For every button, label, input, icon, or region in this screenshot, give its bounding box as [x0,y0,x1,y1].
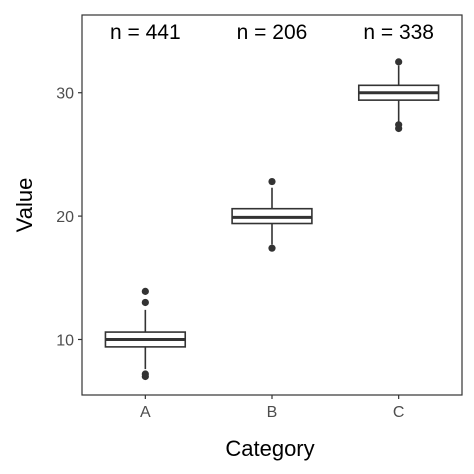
n-label-c: n = 338 [363,21,434,44]
x-axis-title: Category [225,436,314,461]
box-a [104,287,187,381]
outlier-point [395,58,403,66]
x-tick-label: B [267,404,278,421]
n-label-b: n = 206 [237,21,308,44]
x-tick-label: C [393,404,405,421]
outlier-point [395,121,403,129]
box-c [357,58,440,133]
outlier-point [141,370,149,378]
n-label-a: n = 441 [110,21,181,44]
outlier-point [141,298,149,307]
x-tick-label: A [140,404,151,421]
y-tick-label: 30 [56,86,74,103]
y-tick-label: 10 [56,332,74,349]
outlier-point [268,177,276,186]
outlier-point [268,244,276,252]
box-b [231,177,313,252]
y-axis-title: Value [12,178,37,233]
y-tick-label: 20 [56,209,74,226]
outlier-point [141,287,149,295]
